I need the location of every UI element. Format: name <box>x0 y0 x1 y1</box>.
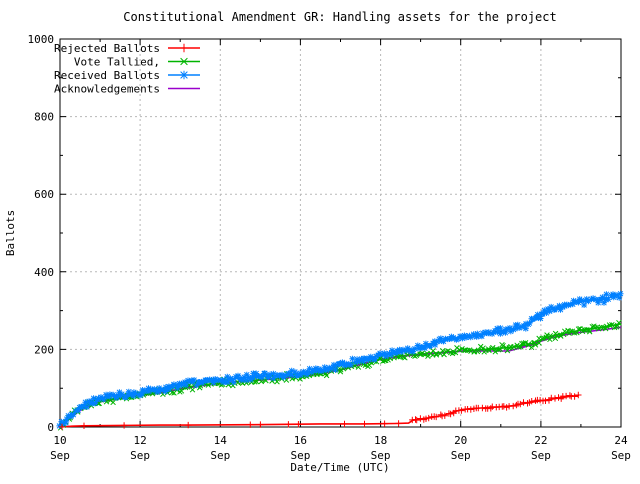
series-line-vote-tallied <box>59 323 622 428</box>
series-markers-received-ballots <box>56 290 624 429</box>
y-tick-label: 1000 <box>28 33 55 46</box>
x-tick-label-day: 20 <box>454 434 467 447</box>
x-tick-label-day: 12 <box>133 434 146 447</box>
legend-key-plus-icon <box>179 43 189 53</box>
legend-label-vote-tallied: Vote Tallied, <box>74 56 160 69</box>
legend-key-cross-icon <box>180 57 188 66</box>
y-tick-label: 800 <box>34 111 54 124</box>
x-tick-label-month: Sep <box>210 449 230 462</box>
series-markers-vote-tallied <box>57 319 622 431</box>
legend-label-acknowledgements: Acknowledgements <box>54 83 160 96</box>
x-tick-label-day: 18 <box>374 434 387 447</box>
x-tick-label-month: Sep <box>130 449 150 462</box>
x-tick-label-month: Sep <box>371 449 391 462</box>
legend-label-rejected-ballots: Rejected Ballots <box>54 42 160 55</box>
x-tick-label-month: Sep <box>531 449 551 462</box>
x-tick-label-day: 24 <box>614 434 628 447</box>
legend-label-received-ballots: Received Ballots <box>54 69 160 82</box>
y-axis-title: Ballots <box>4 210 17 256</box>
chart-title: Constitutional Amendment GR: Handling as… <box>123 10 556 24</box>
x-tick-label-day: 10 <box>53 434 66 447</box>
axis-ticks <box>59 38 622 428</box>
x-tick-label-month: Sep <box>290 449 310 462</box>
y-tick-label: 0 <box>47 421 54 434</box>
plot-area: 0 200 400 600 800 1000 10 Sep 12 Sep 14 Sep 16 Sep 18 S… <box>28 33 631 462</box>
series-layer <box>56 290 624 431</box>
x-tick-label-day: 14 <box>214 434 228 447</box>
y-tick-label: 400 <box>34 266 54 279</box>
x-tick-label-month: Sep <box>451 449 471 462</box>
x-tick-label-month: Sep <box>611 449 631 462</box>
x-tick-label-month: Sep <box>50 449 70 462</box>
y-tick-label: 200 <box>34 343 54 356</box>
series-line-acknowledgements <box>59 326 622 428</box>
legend-key-asterisk-icon <box>179 70 189 80</box>
y-tick-label: 600 <box>34 188 54 201</box>
x-axis-title: Date/Time (UTC) <box>290 461 389 474</box>
series-line-rejected-ballots <box>59 394 580 428</box>
x-tick-label-day: 22 <box>534 434 547 447</box>
x-tick-label-day: 16 <box>294 434 307 447</box>
series-markers-rejected-ballots <box>58 391 582 431</box>
